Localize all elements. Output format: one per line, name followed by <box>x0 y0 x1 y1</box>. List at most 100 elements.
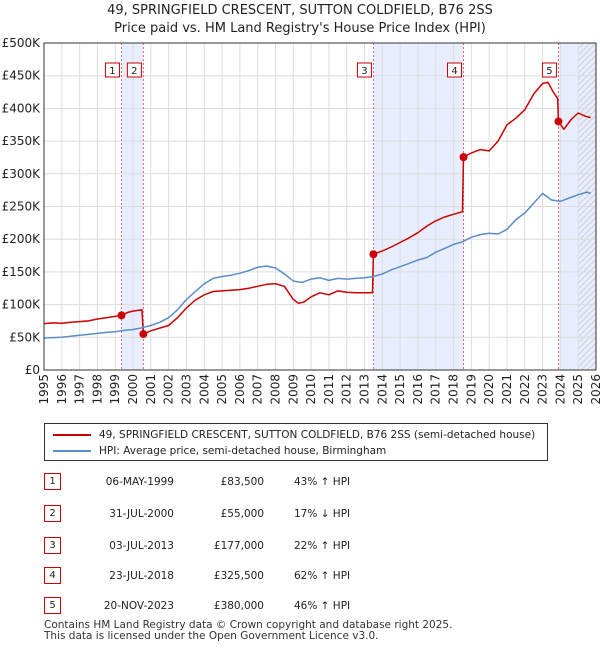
hatch-line <box>577 210 597 230</box>
hatch-line <box>577 78 597 98</box>
table-row: 5 20-NOV-2023 £380,000 46% ↑ HPI <box>44 597 444 617</box>
hatch-line <box>577 138 597 158</box>
hatch-line <box>577 270 597 290</box>
y-tick-label: £0 <box>25 363 40 377</box>
table-row: 4 23-JUL-2018 £325,500 62% ↑ HPI <box>44 567 444 587</box>
sale-point <box>459 153 468 162</box>
hatch-line <box>577 348 597 368</box>
hatch-line <box>577 114 597 134</box>
legend-swatch-hpi <box>53 450 91 452</box>
x-tick-label: 2021 <box>500 374 514 405</box>
x-tick-label: 2025 <box>571 374 585 405</box>
hatch-line <box>577 246 597 266</box>
hatch-line <box>577 312 597 332</box>
x-tick-label: 2015 <box>393 374 407 405</box>
sale-badge: 5 <box>44 597 61 614</box>
hatch-line <box>577 150 597 170</box>
sale-hpi-change: 22% ↑ HPI <box>294 540 351 552</box>
y-tick-label: £150K <box>2 265 42 279</box>
x-tick-label: 2020 <box>482 374 496 405</box>
chart-title-line-2: Price paid vs. HM Land Registry's House … <box>114 21 486 36</box>
chart-title-line-1: 49, SPRINGFIELD CRESCENT, SUTTON COLDFIE… <box>107 3 493 18</box>
sale-hpi-change: 43% ↑ HPI <box>294 476 351 488</box>
x-tick-label: 2019 <box>464 374 478 405</box>
y-tick-label: £250K <box>2 200 42 214</box>
sale-label: 5 <box>546 66 552 77</box>
hatch-line <box>577 126 597 146</box>
sale-badge: 4 <box>44 567 61 584</box>
sale-label-box <box>104 62 120 78</box>
x-tick-label: 1997 <box>73 374 87 405</box>
sale-price: £55,000 <box>220 508 264 520</box>
sale-hpi-change: 46% ↑ HPI <box>294 600 351 612</box>
hatch-line <box>577 162 597 182</box>
legend-label-property: 49, SPRINGFIELD CRESCENT, SUTTON COLDFIE… <box>99 429 536 441</box>
x-tick-label: 2010 <box>304 374 318 405</box>
footer: Contains HM Land Registry data © Crown c… <box>44 620 452 642</box>
sale-point <box>117 311 126 320</box>
x-tick-label: 2014 <box>375 374 389 405</box>
sale-price: £325,500 <box>213 570 264 582</box>
footer-line-1: Contains HM Land Registry data © Crown c… <box>44 619 453 631</box>
sale-badge: 1 <box>44 473 61 490</box>
hatch-line <box>577 42 585 50</box>
sale-price: £177,000 <box>213 540 264 552</box>
hatch-line <box>577 318 597 338</box>
hatch-line <box>577 156 597 176</box>
x-tick-label: 2000 <box>126 374 140 405</box>
hatch-line <box>577 216 597 236</box>
sale-badge: 3 <box>44 537 61 554</box>
hatch-line <box>577 222 597 242</box>
hatch-line <box>580 354 597 371</box>
hatch-line <box>577 90 597 110</box>
x-tick-label: 2003 <box>179 374 193 405</box>
sale-label-box <box>447 62 463 78</box>
x-tick-label: 2005 <box>215 374 229 405</box>
x-tick-label: 1999 <box>108 374 122 405</box>
sale-label: 4 <box>451 66 457 77</box>
sale-label-box <box>126 62 142 78</box>
hatch-line <box>577 120 597 140</box>
hatch-line <box>577 252 597 272</box>
hatch-line <box>577 180 597 200</box>
x-tick-label: 2011 <box>322 374 336 405</box>
hatch-line <box>577 330 597 350</box>
sale-label: 2 <box>131 66 137 77</box>
series-line-property <box>43 81 591 335</box>
hatch-line <box>577 96 597 116</box>
x-tick-label: 2002 <box>162 374 176 405</box>
hatch-line <box>577 42 597 62</box>
hatch-line <box>577 336 597 356</box>
hatch-line <box>577 264 597 284</box>
x-tick-label: 2006 <box>233 374 247 405</box>
table-row: 2 31-JUL-2000 £55,000 17% ↓ HPI <box>44 505 444 525</box>
table-row: 3 03-JUL-2013 £177,000 22% ↑ HPI <box>44 537 444 557</box>
x-tick-label: 2023 <box>536 374 550 405</box>
sale-label-box <box>541 62 557 78</box>
x-tick-label: 2012 <box>340 374 354 405</box>
hatch-line <box>577 42 591 56</box>
x-tick-label: 2004 <box>197 374 211 405</box>
legend-swatch-property <box>53 434 91 436</box>
legend-label-hpi: HPI: Average price, semi-detached house,… <box>99 445 387 457</box>
y-tick-label: £400K <box>2 101 42 115</box>
x-tick-label: 2008 <box>268 374 282 405</box>
x-tick-label: 1995 <box>37 374 51 405</box>
hatch-line <box>577 108 597 128</box>
chart-title: 49, SPRINGFIELD CRESCENT, SUTTON COLDFIE… <box>0 2 600 38</box>
sale-date: 23-JUL-2018 <box>109 570 174 582</box>
hatch-line <box>577 288 597 308</box>
x-tick-label: 1996 <box>55 374 69 405</box>
sale-point <box>139 330 148 339</box>
x-tick-label: 1998 <box>90 374 104 405</box>
hatch-line <box>586 360 597 371</box>
y-tick-label: £200K <box>2 232 42 246</box>
x-tick-label: 2001 <box>144 374 158 405</box>
sale-label-box <box>356 62 372 78</box>
price-chart: £0 £50K £100K £150K £200K £250K £300K £350K £400… <box>2 36 600 405</box>
plot-border <box>43 42 597 371</box>
hatch-line <box>577 228 597 248</box>
sale-point <box>369 250 378 259</box>
sale-hpi-change: 62% ↑ HPI <box>294 570 351 582</box>
y-tick-label: £500K <box>2 36 42 50</box>
